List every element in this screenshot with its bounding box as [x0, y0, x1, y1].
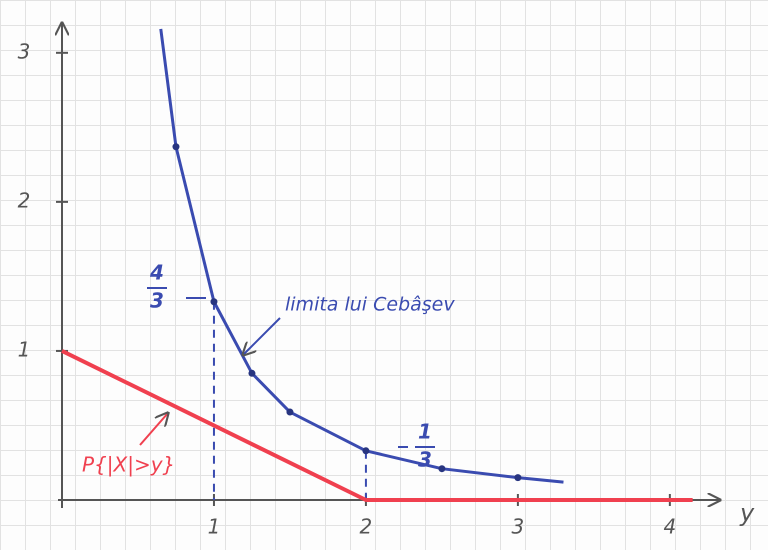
fraction-numerator: 1: [418, 420, 432, 444]
y-tick-label: 3: [18, 39, 31, 63]
x-tick-label: 1: [208, 515, 221, 539]
chart: y 1 2 3 4 1 2 3 limita lui Cebâşev P{|X|>y} 4 3 1 3: [0, 0, 768, 550]
data-point: [362, 447, 369, 454]
series-label: limita lui Cebâşev: [285, 294, 455, 316]
label-arrow: [140, 413, 168, 445]
series-label: P{|X|>y}: [82, 453, 175, 477]
fraction-numerator: 4: [149, 261, 164, 285]
data-point: [438, 465, 445, 472]
y-tick-label: 1: [18, 337, 31, 361]
data-point: [210, 298, 217, 305]
label-arrow: [243, 318, 280, 355]
fraction-denominator: 3: [150, 289, 164, 313]
x-axis-label: y: [739, 499, 755, 527]
x-tick-label: 4: [663, 515, 676, 539]
data-point: [248, 370, 255, 377]
fraction-denominator: 3: [418, 448, 432, 472]
data-point: [286, 409, 293, 416]
x-tick-label: 3: [512, 515, 525, 539]
page: y1234123limita lui CebâşevP{|X|>y}4313 (…: [0, 0, 768, 550]
x-tick-label: 2: [360, 515, 373, 539]
series-line: [161, 29, 564, 482]
data-point: [514, 474, 521, 481]
y-tick-label: 2: [18, 188, 31, 212]
data-point: [172, 143, 179, 150]
